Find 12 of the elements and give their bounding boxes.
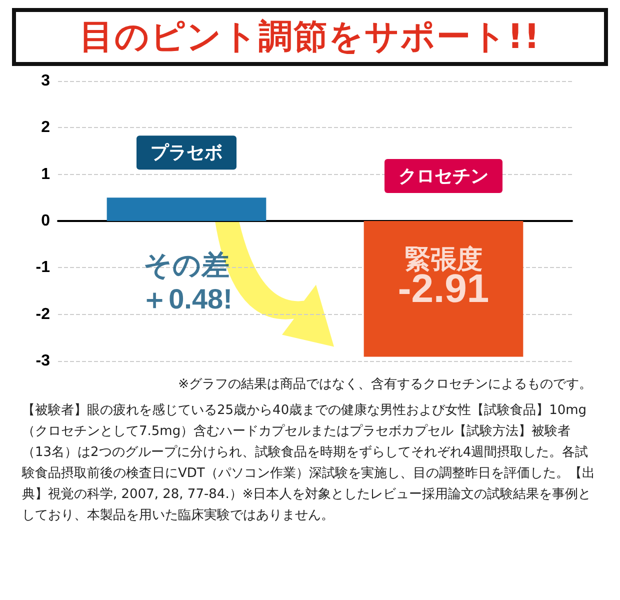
y-tick-label: 2 bbox=[41, 119, 50, 136]
y-tick-label: -3 bbox=[36, 352, 50, 370]
y-tick-label: -2 bbox=[36, 306, 50, 323]
y-tick-label: 1 bbox=[41, 166, 50, 183]
text: ※グラフの結果は商品ではなく、含有するクロセチンによるものです。 bbox=[177, 376, 592, 394]
y-tick-label: -1 bbox=[36, 259, 50, 276]
x-tick-label: クロセチン bbox=[398, 166, 488, 186]
text: 【被験者】眼の疲れを感じている25歳から40歳までの健康な男性および女性【試験食品】10mg（クロセチンとして7.5mg）含むハードカプセルまたはプラセボカプセル【試験方法】被験者（13名）は2つのグループに分けられ、試験食品を時期をずらしてそれぞれ4週間摂取した。各試験食品摂取前後の検査日にVDT（パソコン作業）深試験を実施し、目の調整昨日を評価した。【出典】視覚の科学, 2007, 28, 77-84.）※日本人を対象としたレビュー採用論文の試験結果を事例としており、本製品を用いた臨床実験ではありません。 bbox=[22, 402, 596, 525]
y-tick-label: 0 bbox=[41, 212, 50, 230]
y-tick-label: 3 bbox=[41, 72, 50, 90]
chart-title: 目のピント調節をサポート!! bbox=[12, 8, 608, 66]
x-tick-label: プラセボ bbox=[150, 142, 222, 163]
